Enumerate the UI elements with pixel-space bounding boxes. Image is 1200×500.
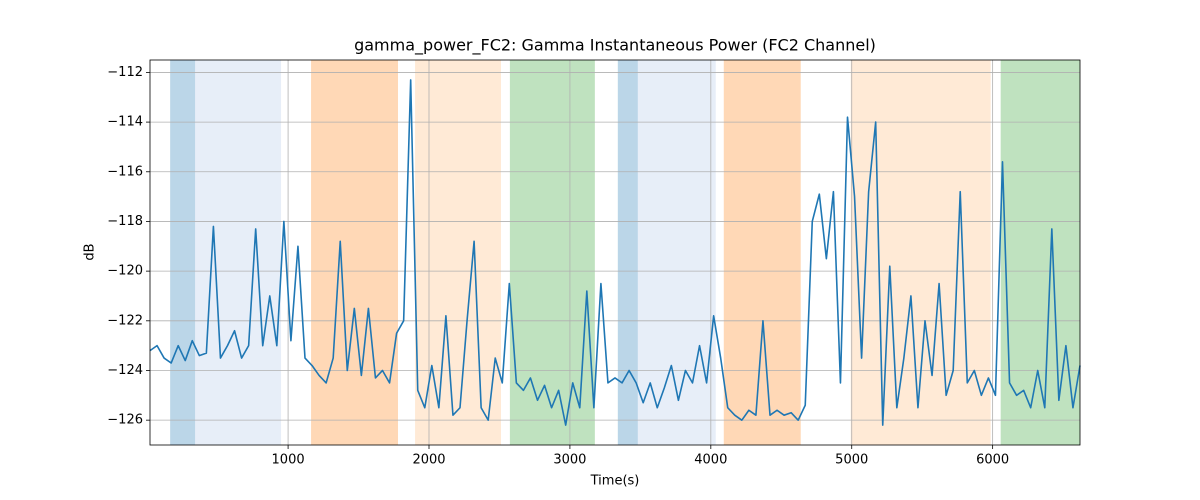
x-tick-label: 2000	[412, 453, 445, 468]
x-tick-label: 1000	[272, 453, 305, 468]
y-tick-label: −126	[107, 413, 143, 428]
x-tick-label: 6000	[976, 453, 1009, 468]
shaded-span	[850, 60, 991, 445]
x-tick-label: 3000	[553, 453, 586, 468]
shaded-span	[723, 60, 801, 445]
y-axis-label: dB	[83, 243, 98, 260]
y-tick-label: −122	[107, 313, 143, 328]
shaded-span	[617, 60, 638, 445]
data-line	[149, 79, 1081, 426]
shaded-span	[170, 60, 196, 445]
axes-frame	[149, 59, 1081, 446]
y-tick-label: −114	[107, 115, 143, 130]
x-axis-label: Time(s)	[590, 474, 640, 489]
y-tick-label: −120	[107, 264, 143, 279]
shaded-span	[195, 60, 282, 445]
y-tick-label: −118	[107, 214, 143, 229]
shaded-span	[509, 60, 595, 445]
x-tick-label: 4000	[694, 453, 727, 468]
y-tick-label: −124	[107, 363, 143, 378]
y-tick-label: −116	[107, 164, 143, 179]
x-tick-label: 5000	[835, 453, 868, 468]
plot-area	[149, 60, 1081, 445]
chart-title: gamma_power_FC2: Gamma Instantaneous Pow…	[354, 36, 876, 56]
shaded-span	[311, 60, 398, 445]
shaded-span	[637, 60, 716, 445]
y-tick-label: −112	[107, 65, 143, 80]
